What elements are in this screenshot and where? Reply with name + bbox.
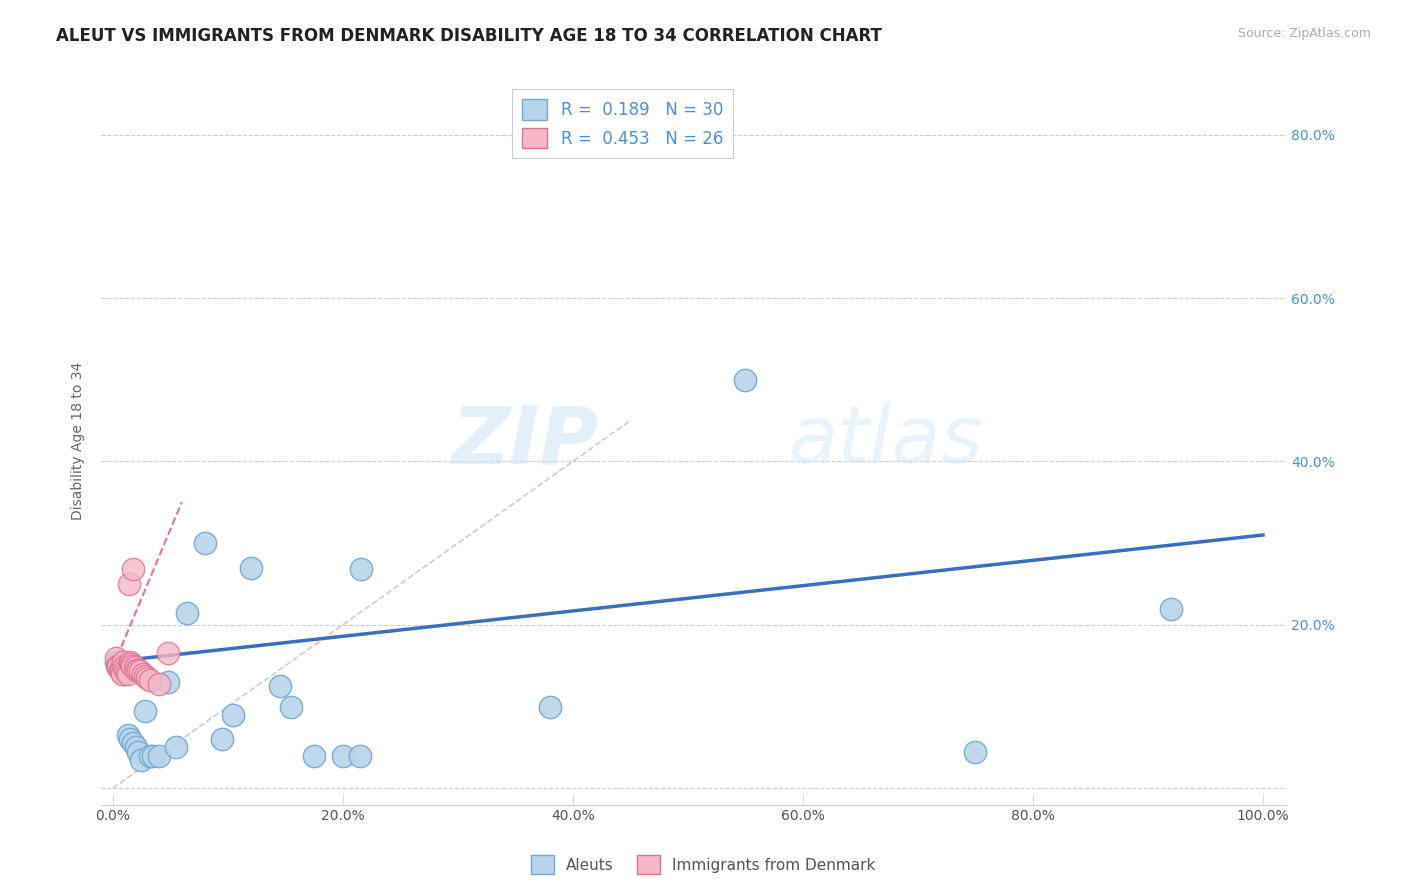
Text: Source: ZipAtlas.com: Source: ZipAtlas.com xyxy=(1237,27,1371,40)
Text: ALEUT VS IMMIGRANTS FROM DENMARK DISABILITY AGE 18 TO 34 CORRELATION CHART: ALEUT VS IMMIGRANTS FROM DENMARK DISABIL… xyxy=(56,27,882,45)
Text: atlas: atlas xyxy=(789,402,983,480)
Point xyxy=(148,748,170,763)
Point xyxy=(350,562,373,576)
Point xyxy=(965,745,987,759)
Point xyxy=(120,657,142,671)
Point xyxy=(129,665,152,679)
Legend: Aleuts, Immigrants from Denmark: Aleuts, Immigrants from Denmark xyxy=(524,849,882,880)
Y-axis label: Disability Age 18 to 34: Disability Age 18 to 34 xyxy=(72,362,86,520)
Point xyxy=(156,647,179,661)
Point xyxy=(105,658,128,673)
Point xyxy=(302,748,325,763)
Point xyxy=(107,660,129,674)
Point xyxy=(269,679,291,693)
Point xyxy=(125,740,148,755)
Point xyxy=(222,707,245,722)
Point xyxy=(131,666,153,681)
Point xyxy=(127,663,149,677)
Point xyxy=(111,666,134,681)
Point xyxy=(538,699,561,714)
Point xyxy=(148,676,170,690)
Point xyxy=(142,748,165,763)
Point xyxy=(117,666,139,681)
Point xyxy=(115,665,138,679)
Point xyxy=(332,748,354,763)
Point xyxy=(280,699,302,714)
Point xyxy=(734,373,756,387)
Point xyxy=(134,668,156,682)
Point xyxy=(211,732,233,747)
Point xyxy=(138,673,160,687)
Point xyxy=(124,660,146,674)
Point xyxy=(136,671,159,685)
Text: ZIP: ZIP xyxy=(451,402,599,480)
Point xyxy=(239,560,262,574)
Point xyxy=(165,740,187,755)
Point xyxy=(156,675,179,690)
Point xyxy=(112,666,135,681)
Point xyxy=(122,736,145,750)
Point xyxy=(105,650,128,665)
Point xyxy=(121,658,143,673)
Point xyxy=(194,536,217,550)
Point xyxy=(114,663,136,677)
Legend: R =  0.189   N = 30, R =  0.453   N = 26: R = 0.189 N = 30, R = 0.453 N = 26 xyxy=(512,89,733,159)
Point xyxy=(127,745,149,759)
Point xyxy=(112,655,135,669)
Point xyxy=(176,606,198,620)
Point xyxy=(118,577,141,591)
Point xyxy=(134,704,156,718)
Point xyxy=(125,663,148,677)
Point xyxy=(349,748,371,763)
Point xyxy=(118,655,141,669)
Point xyxy=(108,663,131,677)
Point xyxy=(1160,601,1182,615)
Point xyxy=(118,732,141,747)
Point xyxy=(138,748,160,763)
Point xyxy=(105,655,128,669)
Point xyxy=(117,728,139,742)
Point xyxy=(122,562,145,576)
Point xyxy=(111,663,134,677)
Point xyxy=(110,665,132,679)
Point xyxy=(131,753,153,767)
Point xyxy=(112,660,135,674)
